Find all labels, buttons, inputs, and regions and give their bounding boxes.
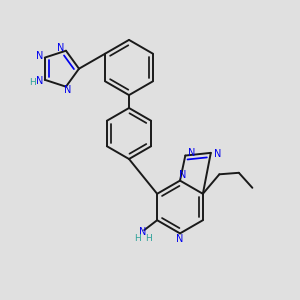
Text: N: N	[214, 149, 221, 159]
Text: N: N	[64, 85, 71, 95]
Text: N: N	[176, 234, 184, 244]
Text: N: N	[188, 148, 196, 158]
Text: H: H	[134, 234, 141, 243]
Text: N: N	[57, 43, 64, 53]
Text: N: N	[139, 227, 147, 237]
Text: N: N	[36, 76, 43, 86]
Text: H: H	[29, 78, 36, 87]
Text: H: H	[145, 234, 152, 243]
Text: N: N	[36, 51, 43, 61]
Text: N: N	[179, 170, 186, 180]
